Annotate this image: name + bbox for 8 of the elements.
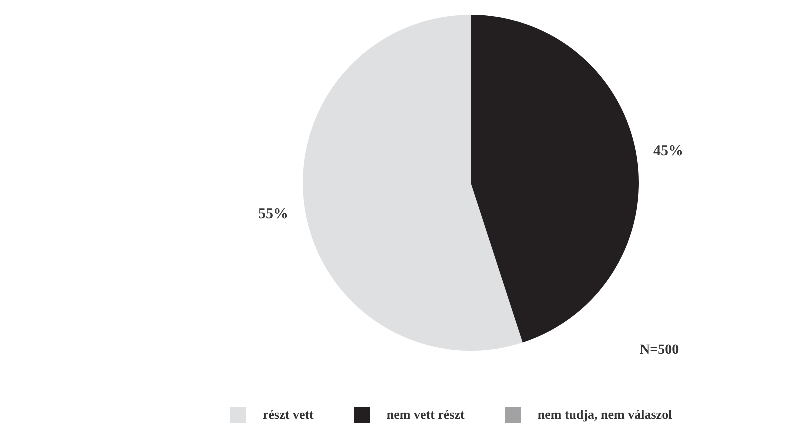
legend-label: nem vett részt xyxy=(386,407,465,423)
data-label: 55% xyxy=(258,206,288,222)
pie-slice xyxy=(303,15,523,351)
pie-slice xyxy=(471,15,639,343)
data-label: 45% xyxy=(654,144,684,160)
text: N=500 xyxy=(640,343,680,359)
legend-label: nem tudja, nem válaszol xyxy=(538,407,672,423)
legend-label: részt vett xyxy=(263,407,314,423)
